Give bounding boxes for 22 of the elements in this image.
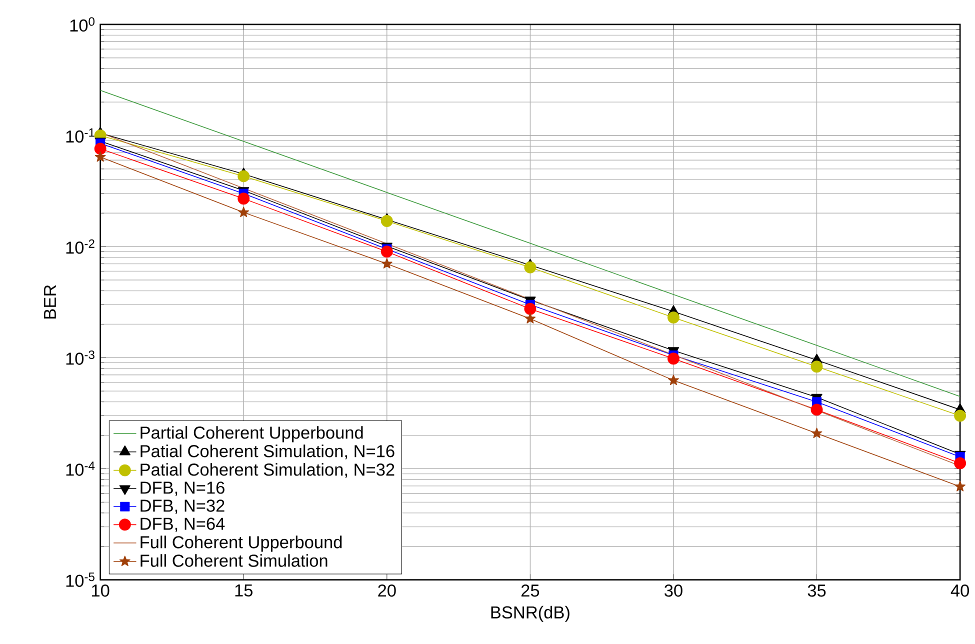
legend-label: DFB, N=32 <box>140 500 224 514</box>
legend-label: Patial Coherent Simulation, N=32 <box>140 463 394 478</box>
legend-label: Patial Coherent Simulation, N=16 <box>140 444 394 460</box>
legend-label: Full Coherent Upperbound <box>140 536 342 552</box>
legend-label: DFB, N=64 <box>140 518 225 532</box>
y-tick-label: 10$^{-2}$ <box>66 240 94 254</box>
y-axis-title: BER <box>44 285 56 319</box>
x-tick-label: 20 <box>378 584 396 597</box>
x-axis-title: BSNR(dB) <box>491 606 570 622</box>
x-tick-label: 15 <box>235 584 252 597</box>
x-tick-label: 10 <box>92 584 110 597</box>
x-tick-label: 35 <box>808 584 826 597</box>
x-tick-label: 40 <box>950 584 969 597</box>
y-tick-label: 10$^{-1}$ <box>66 128 94 143</box>
legend-label: Partial Coherent Upperbound <box>140 426 363 442</box>
y-tick-label: 10$^{-3}$ <box>66 350 94 366</box>
y-tick-label: 10$^{-4}$ <box>66 462 95 476</box>
y-tick-label: 10$^{0}$ <box>70 17 94 32</box>
legend-label: Full Coherent Simulation <box>140 554 328 568</box>
x-tick-label: 30 <box>664 584 682 597</box>
legend-label: DFB, N=16 <box>140 482 224 496</box>
x-tick-label: 25 <box>521 584 540 597</box>
